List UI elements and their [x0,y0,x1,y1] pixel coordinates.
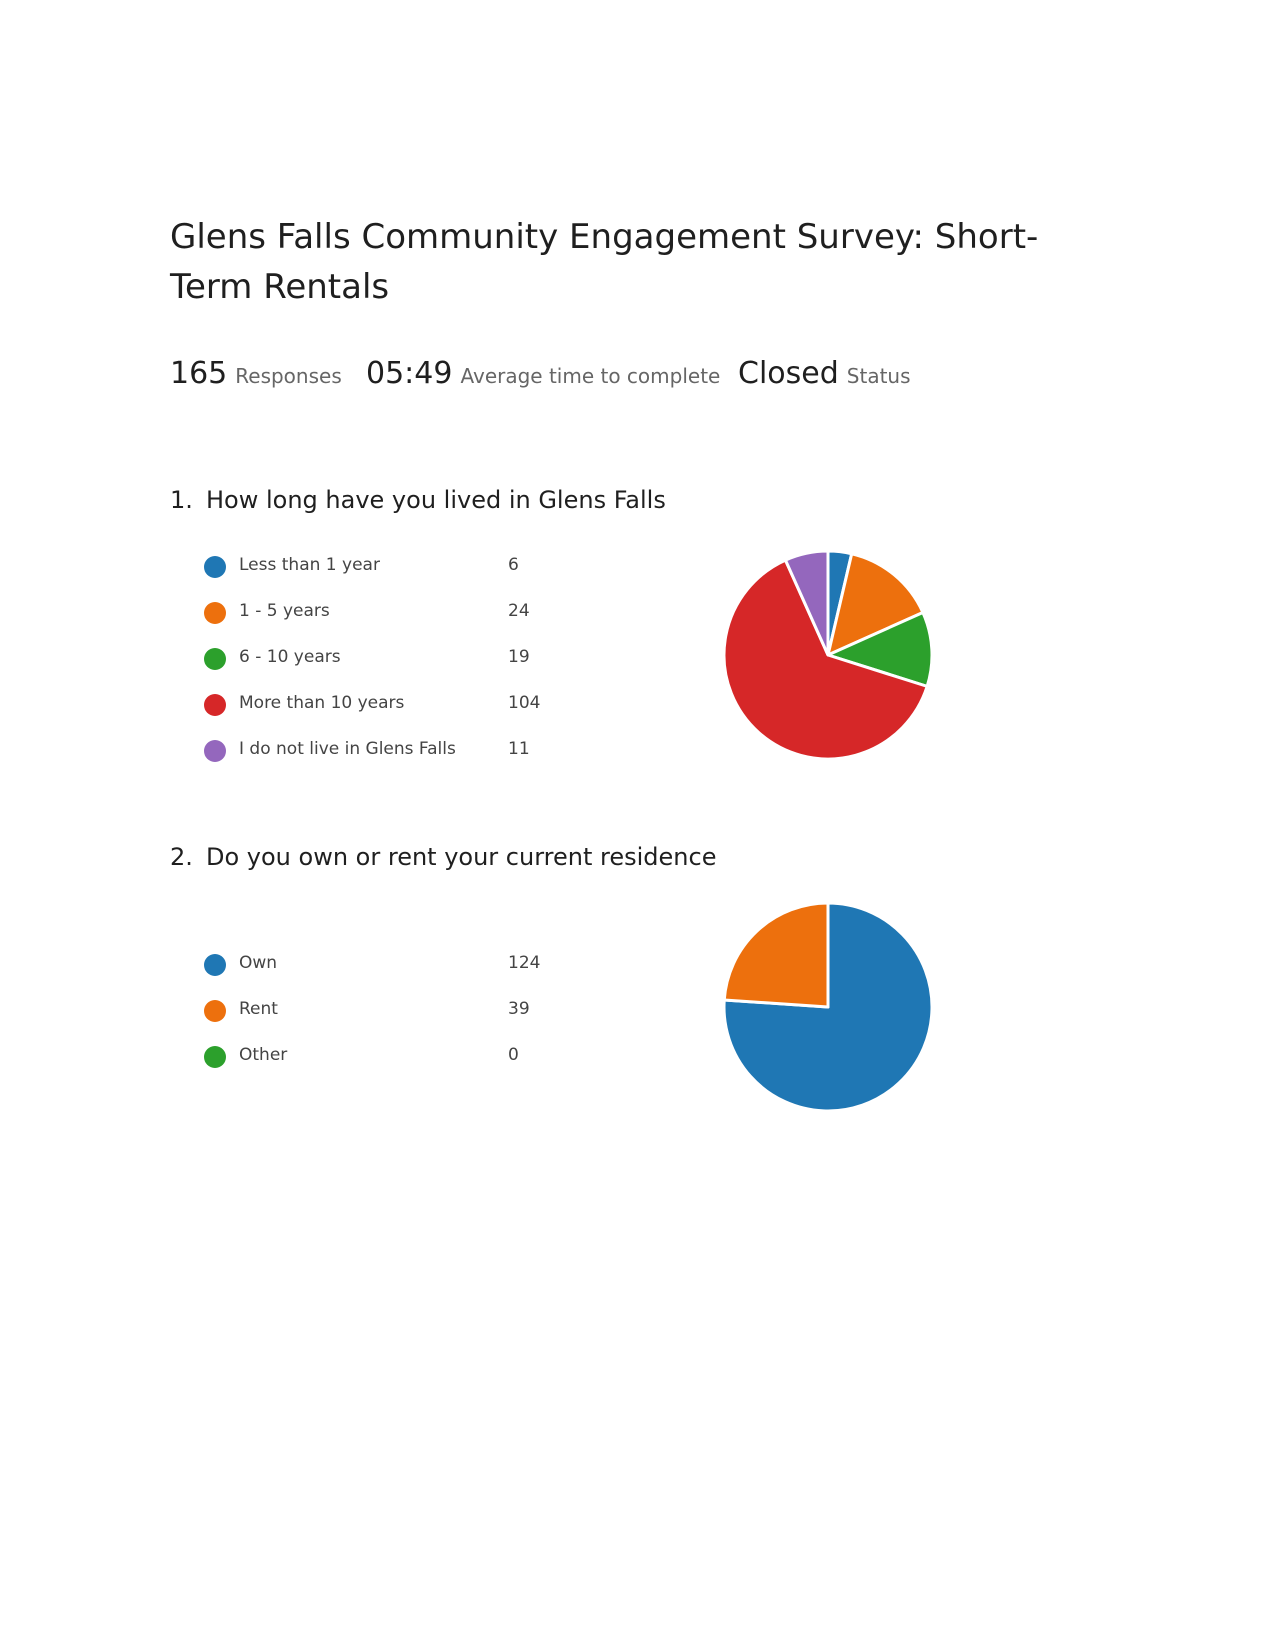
pie-slice [722,901,934,1113]
status-label: Status [846,364,911,388]
legend-label: I do not live in Glens Falls [239,739,456,759]
legend-count: 39 [508,999,530,1019]
question-1-text: How long have you lived in Glens Falls [206,486,666,514]
legend-count: 24 [508,601,530,621]
responses-label: Responses [235,364,342,388]
question-2-title: 2. Do you own or rent your current reside… [170,843,716,871]
average-time-label: Average time to complete [460,364,721,388]
legend-swatch [204,1046,226,1068]
question-2-pie-chart [722,901,934,1113]
pie-slice [783,549,830,657]
legend-item: 1 - 5 years 24 [204,596,544,642]
legend-count: 124 [508,953,541,973]
legend-label: Own [239,953,278,973]
legend-item: Other 0 [204,1040,544,1086]
legend-count: 11 [508,739,530,759]
legend-label: 6 - 10 years [239,647,341,667]
question-2-legend: Own 124 Rent 39 Other 0 [204,948,544,1086]
legend-swatch [204,602,226,624]
legend-swatch [204,740,226,762]
legend-swatch [204,954,226,976]
legend-count: 6 [508,555,519,575]
status-stat: Closed Status [738,356,911,391]
legend-label: More than 10 years [239,693,405,713]
legend-label: Other [239,1045,288,1065]
legend-item: 6 - 10 years 19 [204,642,544,688]
legend-label: Less than 1 year [239,555,380,575]
pie-slice [826,552,925,657]
question-2-number: 2. [170,843,193,871]
responses-count: 165 [170,356,228,391]
question-2-text: Do you own or rent your current residenc… [206,843,717,871]
question-1-pie-chart [722,549,934,761]
legend-item: More than 10 years 104 [204,688,544,734]
legend-count: 19 [508,647,530,667]
status-value: Closed [738,356,839,391]
average-time-value: 05:49 [366,356,453,391]
average-time-stat: 05:49 Average time to complete [366,356,720,391]
legend-item: Own 124 [204,948,544,994]
legend-swatch [204,648,226,670]
responses-stat: 165 Responses [170,356,342,391]
question-1-legend: Less than 1 year 6 1 - 5 years 24 6 - 10 yea… [204,550,544,780]
pie-slice [722,558,929,761]
legend-swatch [204,1000,226,1022]
legend-item: Less than 1 year 6 [204,550,544,596]
question-1-title: 1. How long have you lived in Glens Falls [170,486,666,514]
pie-slice [722,901,830,1009]
legend-count: 0 [508,1045,519,1065]
question-1-number: 1. [170,486,193,514]
legend-item: Rent 39 [204,994,544,1040]
legend-swatch [204,556,226,578]
legend-swatch [204,694,226,716]
legend-item: I do not live in Glens Falls 11 [204,734,544,780]
legend-count: 104 [508,693,541,713]
survey-title: Glens Falls Community Engagement Survey:… [170,217,1039,307]
legend-label: 1 - 5 years [239,601,330,621]
legend-label: Rent [239,999,278,1019]
